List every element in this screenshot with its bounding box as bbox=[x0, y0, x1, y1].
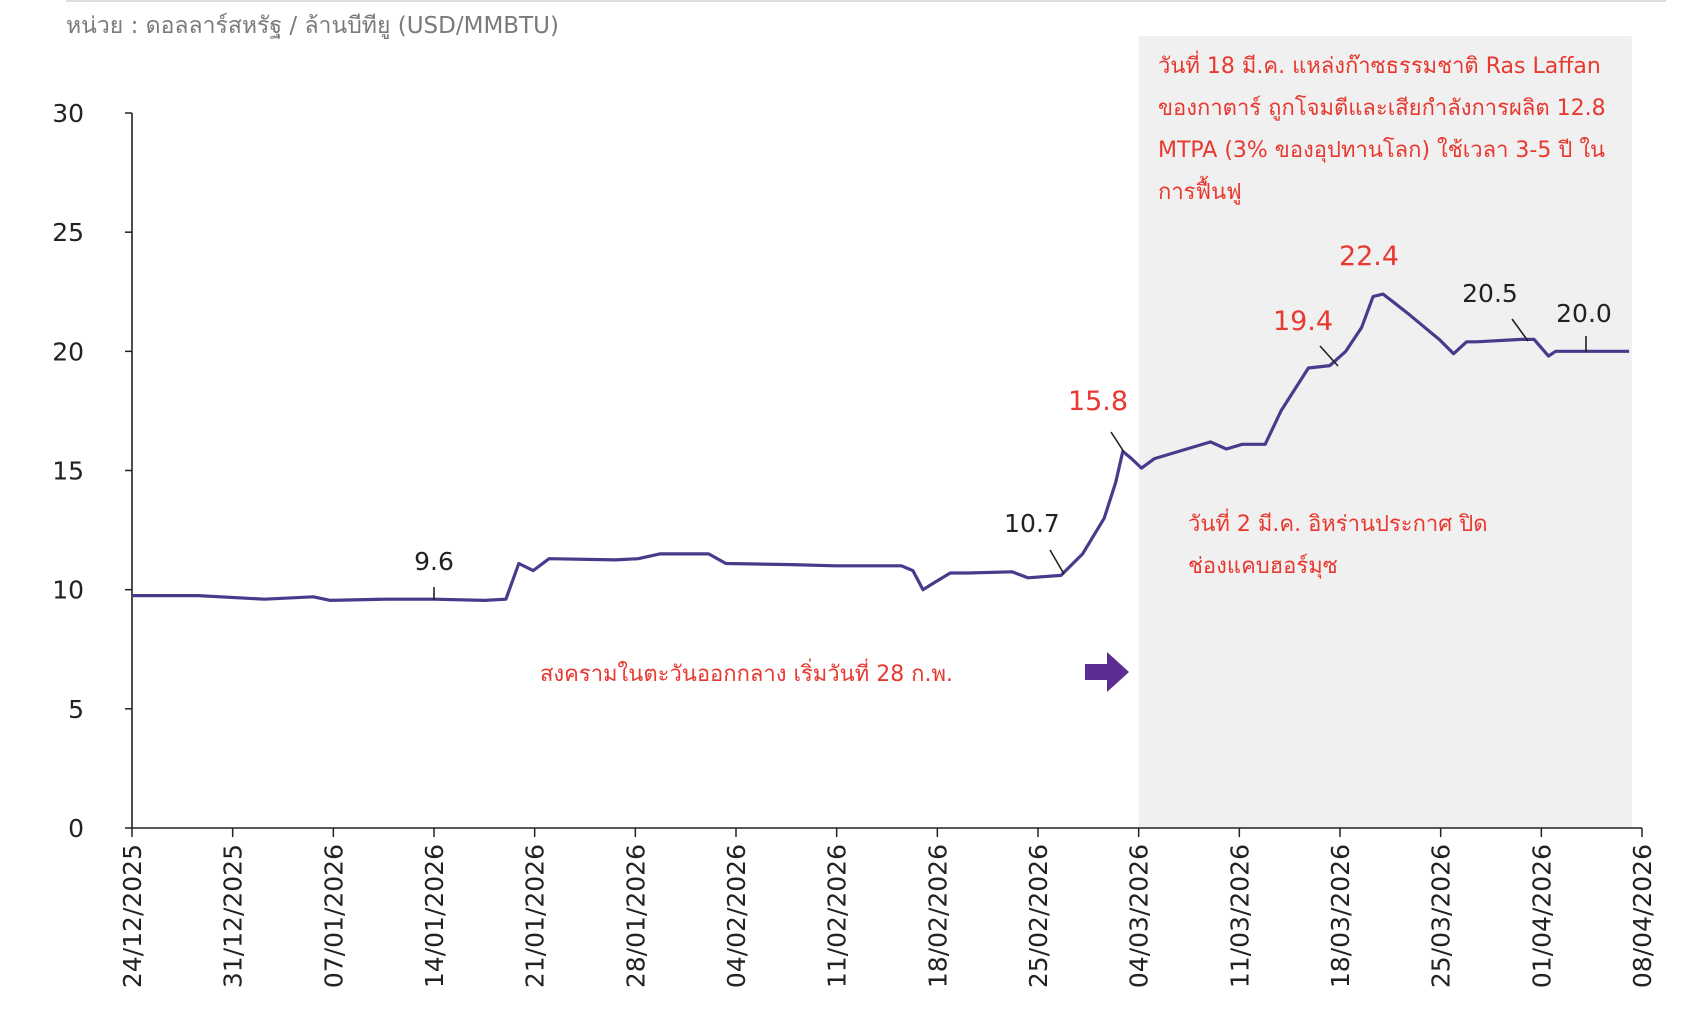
y-tick-label: 30 bbox=[52, 99, 84, 128]
right-arrow-icon bbox=[1085, 652, 1129, 692]
x-tick-label: 25/02/2026 bbox=[1024, 844, 1053, 988]
x-tick-label: 07/01/2026 bbox=[319, 844, 348, 988]
x-tick-label: 18/03/2026 bbox=[1326, 844, 1355, 988]
annotation-war-start: สงครามในตะวันออกกลาง เริ่มวันที่ 28 ก.พ. bbox=[540, 662, 953, 687]
top-divider bbox=[66, 0, 1666, 2]
x-tick-label: 21/01/2026 bbox=[521, 844, 550, 988]
leader-line bbox=[1511, 318, 1529, 342]
x-tick-label: 24/12/2025 bbox=[118, 844, 147, 988]
data-label: 22.4 bbox=[1339, 241, 1399, 272]
data-label: 20.5 bbox=[1462, 279, 1518, 308]
annotation-ras-laffan: วันที่ 18 มี.ค. แหล่งก๊าซธรรมชาติ Ras La… bbox=[1158, 54, 1606, 205]
x-tick-label: 04/02/2026 bbox=[722, 844, 751, 988]
unit-label: หน่วย : ดอลลาร์สหรัฐ / ล้านบีทียู (USD/M… bbox=[66, 13, 559, 39]
x-tick-label: 14/01/2026 bbox=[420, 844, 449, 988]
x-tick-label: 25/03/2026 bbox=[1427, 844, 1456, 988]
series-line bbox=[132, 292, 1630, 602]
x-tick-label: 11/02/2026 bbox=[823, 844, 852, 988]
x-tick-label: 08/04/2026 bbox=[1628, 844, 1657, 988]
data-label: 19.4 bbox=[1273, 306, 1333, 337]
y-tick-label: 10 bbox=[52, 576, 84, 605]
data-label: 15.8 bbox=[1068, 386, 1128, 417]
x-tick-label: 04/03/2026 bbox=[1125, 844, 1154, 988]
annotation-hormuz: วันที่ 2 มี.ค. อิหร่านประกาศ ปิดช่องแคบฮ… bbox=[1188, 512, 1488, 579]
data-label: 9.6 bbox=[414, 547, 454, 576]
leader-line bbox=[1110, 431, 1125, 453]
shaded-region bbox=[1138, 36, 1632, 828]
y-tick-label: 20 bbox=[52, 337, 84, 366]
y-tick-label: 15 bbox=[52, 457, 84, 486]
leader-line bbox=[1319, 345, 1339, 367]
x-tick-label: 18/02/2026 bbox=[923, 844, 952, 988]
x-tick-label: 31/12/2025 bbox=[219, 844, 248, 988]
x-tick-label: 28/01/2026 bbox=[621, 844, 650, 988]
leader-line bbox=[1049, 549, 1065, 575]
x-tick-label: 11/03/2026 bbox=[1225, 844, 1254, 988]
data-label: 10.7 bbox=[1004, 509, 1060, 538]
y-tick-label: 0 bbox=[68, 814, 84, 843]
y-tick-label: 25 bbox=[52, 218, 84, 247]
data-label: 20.0 bbox=[1556, 299, 1612, 328]
y-tick-label: 5 bbox=[68, 695, 84, 724]
x-tick-label: 01/04/2026 bbox=[1527, 844, 1556, 988]
